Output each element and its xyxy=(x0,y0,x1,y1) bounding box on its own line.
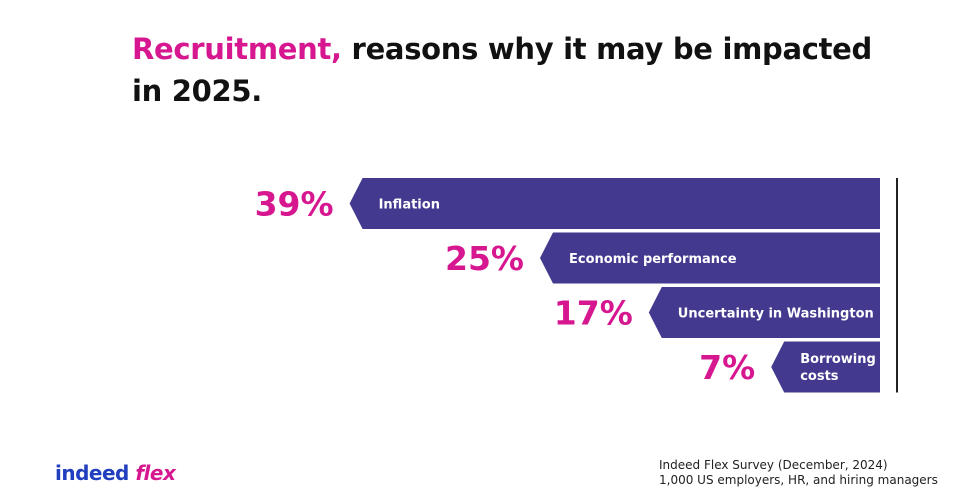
chart-title: Recruitment, reasons why it may be impac… xyxy=(132,28,892,112)
bar-label-4: Borrowing costs xyxy=(800,352,876,384)
value-label-3: 17% xyxy=(554,294,633,333)
bar-4 xyxy=(771,341,880,393)
value-label-1: 39% xyxy=(255,185,334,224)
source-note: Indeed Flex Survey (December, 2024) 1,00… xyxy=(659,458,938,488)
bar-2 xyxy=(540,232,880,284)
source-line-1: Indeed Flex Survey (December, 2024) xyxy=(659,458,888,472)
title-highlight: Recruitment, xyxy=(132,32,342,66)
bar-1 xyxy=(349,178,881,229)
bar-label-1: Inflation xyxy=(379,198,440,213)
bar-label-2: Economic performance xyxy=(569,252,737,267)
bar-3 xyxy=(648,287,880,338)
bar-label-3: Uncertainty in Washington xyxy=(678,307,874,322)
value-label-2: 25% xyxy=(445,239,524,278)
indeed-flex-logo: indeed flex xyxy=(55,461,176,485)
value-label-4: 7% xyxy=(699,348,755,387)
title-rest: reasons why it may be impacted in 2025. xyxy=(132,32,873,108)
source-line-2: 1,000 US employers, HR, and hiring manag… xyxy=(659,473,938,487)
